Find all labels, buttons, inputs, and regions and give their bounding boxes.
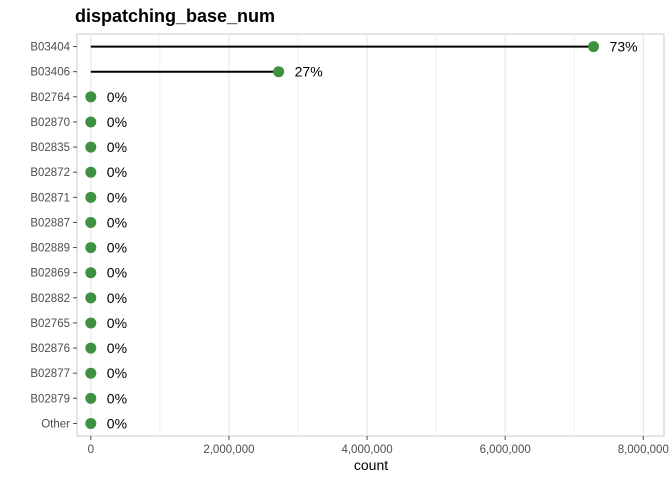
y-tick-label: B02882 <box>30 293 70 305</box>
data-label: 0% <box>107 114 127 130</box>
lollipop-point <box>588 41 600 53</box>
data-label: 0% <box>107 315 127 331</box>
lollipop-point <box>85 191 97 203</box>
lollipop-point <box>273 66 285 78</box>
data-label: 0% <box>107 214 127 230</box>
y-tick-label: B02876 <box>30 343 70 355</box>
y-tick-label: B02869 <box>30 268 70 280</box>
lollipop-point <box>85 91 97 103</box>
x-tick-label: 2,000,000 <box>203 444 254 456</box>
y-tick-label: B02765 <box>30 318 70 330</box>
y-tick-label: B02764 <box>30 92 70 104</box>
lollipop-point <box>85 267 97 279</box>
y-tick-label: B02871 <box>30 192 70 204</box>
y-tick-label: Other <box>41 418 70 430</box>
data-label: 0% <box>107 290 127 306</box>
data-label: 0% <box>107 240 127 256</box>
y-tick-label: B02835 <box>30 142 70 154</box>
lollipop-point <box>85 166 97 178</box>
x-axis-label: count <box>354 457 388 473</box>
lollipop-point <box>85 141 97 153</box>
lollipop-point <box>85 342 97 354</box>
lollipop-point <box>85 417 97 429</box>
lollipop-point <box>85 116 97 128</box>
y-tick-label: B02877 <box>30 368 70 380</box>
y-tick-label: B02889 <box>30 243 70 255</box>
lollipop-point <box>85 392 97 404</box>
lollipop-point <box>85 216 97 228</box>
lollipop-point <box>85 292 97 304</box>
data-label: 0% <box>107 265 127 281</box>
data-marks: 73% 27% 0% 0% 0% 0% 0% 0% 0% 0% 0% 0% 0% 0% 0% 0% <box>85 39 638 431</box>
data-label: 0% <box>107 189 127 205</box>
data-label: 0% <box>107 89 127 105</box>
y-axis: B03404 B03406 B02764 B02870 B02835 B02872 B028… <box>30 42 77 430</box>
x-tick-label: 4,000,000 <box>341 444 392 456</box>
plot-panel <box>76 33 665 437</box>
data-label: 0% <box>107 365 127 381</box>
data-label: 0% <box>107 164 127 180</box>
data-label: 0% <box>107 139 127 155</box>
y-tick-label: B02872 <box>30 167 70 179</box>
data-label: 0% <box>107 340 127 356</box>
x-axis: 0 2,000,000 4,000,000 6,000,000 8,000,000 <box>88 436 669 456</box>
y-tick-label: B02879 <box>30 393 70 405</box>
data-label: 73% <box>610 39 638 55</box>
lollipop-point <box>85 367 97 379</box>
data-label: 0% <box>107 390 127 406</box>
x-tick-label: 8,000,000 <box>618 444 669 456</box>
x-tick-label: 0 <box>88 444 94 456</box>
lollipop-point <box>85 242 97 254</box>
chart-title: dispatching_base_num <box>75 6 275 26</box>
data-label: 0% <box>107 415 127 431</box>
y-tick-label: B02870 <box>30 117 70 129</box>
y-tick-label: B03404 <box>30 42 70 54</box>
y-tick-label: B02887 <box>30 217 70 229</box>
data-label: 27% <box>295 64 323 80</box>
lollipop-point <box>85 317 97 329</box>
grid-lines <box>90 34 644 436</box>
x-tick-label: 6,000,000 <box>480 444 531 456</box>
y-tick-label: B03406 <box>30 67 70 79</box>
